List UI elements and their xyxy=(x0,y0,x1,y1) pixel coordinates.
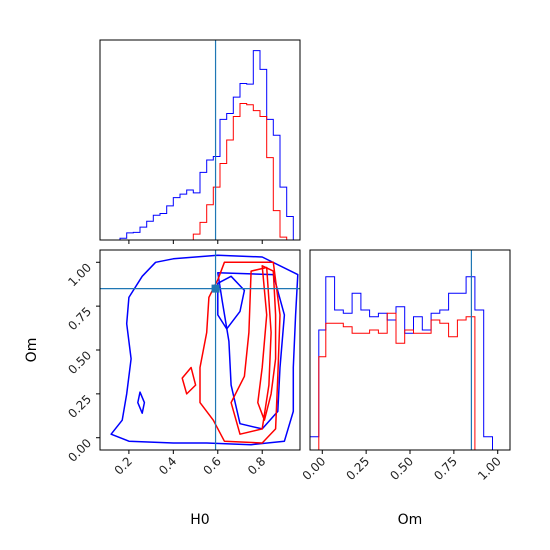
truth-marker xyxy=(211,284,220,293)
om-hist-x-tick-label: 0.00 xyxy=(300,454,329,483)
contour-y-tick-label: 0.75 xyxy=(65,304,94,333)
contour-y-tick-label: 0.50 xyxy=(65,348,94,377)
contour-line-5 xyxy=(199,261,281,444)
contour-x-tick-label: 0.6 xyxy=(200,454,223,477)
om-hist-x-tick-label: 1.00 xyxy=(475,454,504,483)
contour-x-tick-label: 0.4 xyxy=(156,454,179,477)
contour-x-tick-label: 0.2 xyxy=(112,454,135,477)
contour-panel: 0.2 0.4 0.6 0.8 0.00 0.25 0.50 0.75 1.00 xyxy=(65,249,301,478)
contour-line-6 xyxy=(230,266,272,435)
contour-line-3 xyxy=(137,391,146,414)
om-hist-series-1 xyxy=(310,276,502,451)
y-axis-label-om: Om xyxy=(24,338,40,363)
contour-y-tick-label: 1.00 xyxy=(65,261,94,290)
contour-line-7 xyxy=(257,265,277,421)
contour-y-tick-label: 0.25 xyxy=(65,392,94,421)
contour-x-tick-label: 0.8 xyxy=(245,454,268,477)
x-axis-label-h0: H0 xyxy=(190,512,209,528)
om-hist-x-tick-label: 0.25 xyxy=(343,454,372,483)
om-histogram-panel: 0.00 0.25 0.50 0.75 1.00 xyxy=(300,249,511,483)
h0-hist-series-2 xyxy=(100,103,300,241)
contour-y-tick-label: 0.00 xyxy=(65,436,94,465)
x-axis-label-om: Om xyxy=(398,512,423,528)
om-hist-series-2 xyxy=(310,312,502,451)
om-hist-x-tick-label: 0.50 xyxy=(387,454,416,483)
contour-line-4 xyxy=(217,275,246,330)
om-hist-x-tick-label: 0.75 xyxy=(431,454,460,483)
panel-frame xyxy=(99,39,301,241)
panel-frame xyxy=(309,249,511,451)
h0-hist-series-1 xyxy=(100,50,300,241)
contour-line-8 xyxy=(181,366,197,395)
h0-histogram-panel xyxy=(99,39,301,244)
